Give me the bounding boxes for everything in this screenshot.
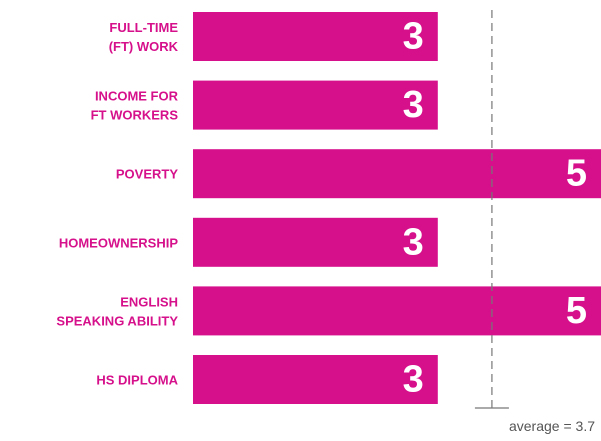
bar	[193, 12, 438, 61]
value-label: 3	[403, 359, 424, 401]
category-label: INCOME FOR FT WORKERS	[91, 89, 179, 123]
bar	[193, 149, 601, 199]
average-label: average = 3.7	[509, 418, 595, 434]
value-label: 3	[403, 16, 424, 58]
category-label: HOMEOWNERSHIP	[59, 235, 179, 250]
bar	[193, 355, 438, 404]
value-label: 3	[403, 221, 424, 263]
bar	[193, 217, 438, 267]
value-label: 5	[566, 290, 587, 332]
bar	[193, 80, 438, 130]
category-label: ENGLISH SPEAKING ABILITY	[56, 294, 178, 328]
category-label: FULL-TIME (FT) WORK	[109, 20, 179, 54]
value-label: 5	[566, 153, 587, 195]
category-label: HS DIPLOMA	[96, 373, 178, 388]
value-label: 3	[403, 84, 424, 126]
category-label: POVERTY	[116, 167, 178, 182]
bar	[193, 286, 601, 336]
